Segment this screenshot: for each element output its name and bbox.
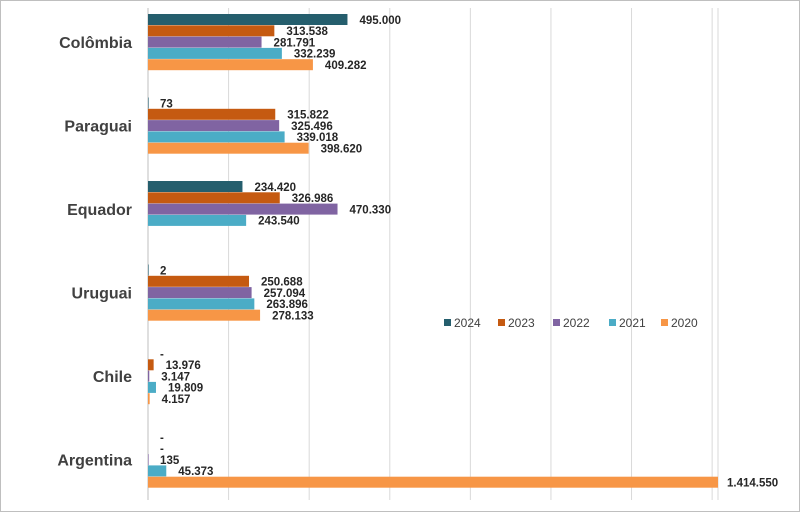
legend: 2024 2023 2022 2021 2020: [444, 316, 698, 330]
bar-argentina-2020: [148, 476, 718, 488]
data-label-uruguai-2021: 263.896: [266, 299, 308, 311]
legend-label-2021: 2021: [619, 316, 646, 330]
data-label-chile-2022: 3.147: [161, 371, 190, 383]
data-label-colombia-2024: 495.000: [359, 15, 401, 27]
data-label-colombia-2022: 281.791: [274, 37, 316, 49]
data-label-equador-2021: 243.540: [258, 216, 300, 228]
data-label-colombia-2021: 332.239: [294, 49, 336, 61]
bar-uruguai-2022: [148, 287, 252, 299]
legend-label-2024: 2024: [454, 316, 481, 330]
bar-equador-2022: [148, 203, 338, 215]
bar-equador-2024: [148, 181, 243, 192]
bar-uruguai-2020: [148, 309, 261, 321]
bar-colombia-2024: [148, 14, 348, 25]
bar-paraguai-2020: [148, 142, 309, 154]
bar-uruguai-2024: [148, 264, 149, 276]
data-label-paraguai-2021: 339.018: [297, 132, 339, 144]
category-label-paraguai: Paraguai: [64, 118, 132, 135]
legend-swatch-2022: [553, 319, 560, 326]
data-label-argentina-2021: 45.373: [178, 466, 213, 478]
category-label-equador: Equador: [67, 202, 132, 219]
data-label-chile-2021: 19.809: [168, 383, 203, 395]
data-label-chile-2024: -: [160, 349, 164, 361]
bar-colombia-2020: [148, 59, 313, 71]
data-label-paraguai-2022: 325.496: [291, 121, 333, 133]
bar-paraguai-2024: [148, 97, 149, 109]
category-labels: Colômbia Paraguai Equador Uruguai Chile Argen…: [57, 35, 132, 470]
data-label-uruguai-2020: 278.133: [272, 311, 314, 323]
category-label-chile: Chile: [93, 369, 132, 386]
data-label-equador-2023: 326.986: [292, 193, 334, 205]
bar-uruguai-2021: [148, 298, 255, 310]
data-label-argentina-2024: -: [160, 432, 164, 444]
bar-uruguai-2023: [148, 275, 250, 287]
data-label-argentina-2023: -: [160, 444, 164, 456]
data-label-equador-2022: 470.330: [350, 204, 392, 216]
gridlines: [147, 8, 719, 500]
bar-equador-2021: [148, 214, 247, 226]
bar-paraguai-2021: [148, 131, 285, 143]
legend-label-2022: 2022: [563, 316, 590, 330]
bar-equador-2023: [148, 192, 280, 204]
bar-paraguai-2023: [148, 108, 276, 120]
category-label-argentina: Argentina: [57, 452, 132, 469]
data-label-paraguai-2020: 398.620: [321, 144, 363, 156]
data-label-chile-2020: 4.157: [162, 394, 191, 406]
legend-label-2020: 2020: [671, 316, 698, 330]
bar-colombia-2022: [148, 36, 262, 48]
bar-argentina-2021: [148, 465, 167, 477]
data-label-uruguai-2024: 2: [160, 265, 166, 277]
data-label-colombia-2023: 313.538: [286, 26, 328, 38]
legend-swatch-2023: [498, 319, 505, 326]
data-label-equador-2024: 234.420: [254, 182, 296, 194]
bars: [148, 14, 718, 488]
data-label-paraguai-2024: 73: [160, 98, 173, 110]
bar-chile-2021: [148, 381, 156, 393]
bar-paraguai-2022: [148, 120, 280, 132]
category-label-colombia: Colômbia: [59, 35, 132, 52]
legend-swatch-2020: [661, 319, 668, 326]
legend-swatch-2024: [444, 319, 451, 326]
legend-swatch-2021: [609, 319, 616, 326]
bar-argentina-2022: [148, 454, 149, 466]
data-label-paraguai-2023: 315.822: [287, 110, 329, 122]
data-label-uruguai-2022: 257.094: [264, 288, 306, 300]
category-label-uruguai: Uruguai: [72, 285, 132, 302]
bar-colombia-2023: [148, 25, 275, 37]
data-label-argentina-2020: 1.414.550: [727, 478, 778, 490]
bar-chile-2022: [148, 370, 150, 382]
legend-label-2023: 2023: [508, 316, 535, 330]
data-label-uruguai-2023: 250.688: [261, 277, 303, 289]
bar-colombia-2021: [148, 47, 282, 59]
data-label-colombia-2020: 409.282: [325, 60, 367, 72]
bar-chile-2020: [148, 393, 150, 405]
data-label-argentina-2022: 135: [160, 455, 180, 467]
data-label-chile-2023: 13.976: [166, 360, 201, 372]
bar-chile-2023: [148, 359, 154, 371]
